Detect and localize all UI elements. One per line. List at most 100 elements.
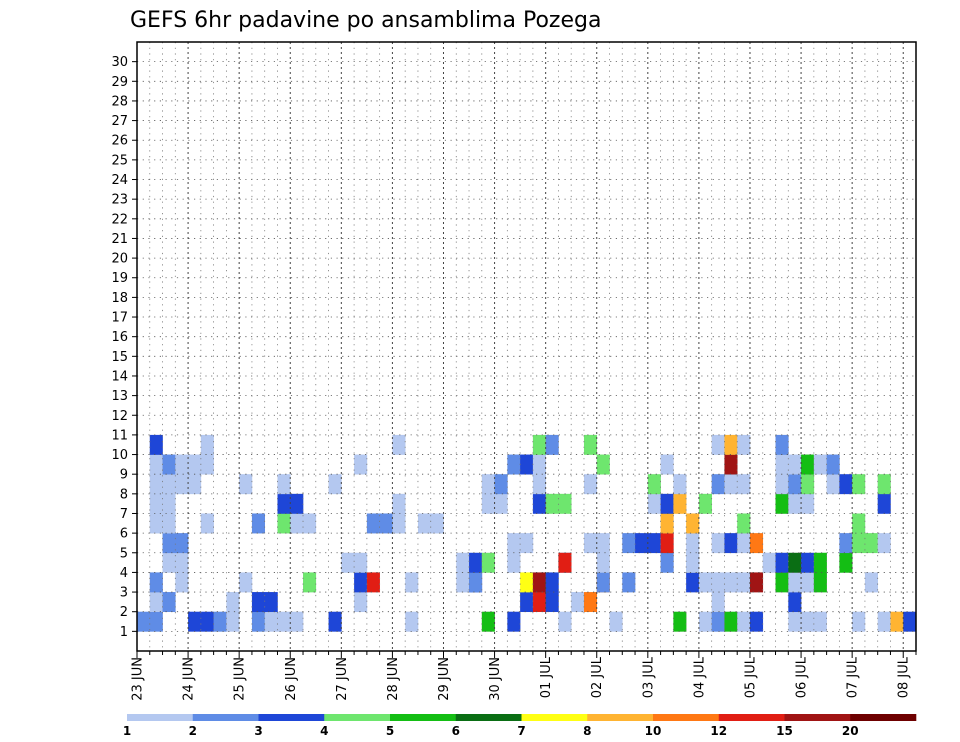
y-tick-label: 19 <box>111 271 128 286</box>
y-tick-label: 26 <box>111 134 128 149</box>
heatmap-cell <box>813 611 827 632</box>
colorbar-swatch <box>192 714 259 721</box>
heatmap-cell <box>277 474 291 495</box>
heatmap-cell <box>877 493 891 514</box>
heatmap-cell <box>507 454 521 475</box>
heatmap-cell <box>175 552 189 573</box>
plot-frame <box>136 41 917 652</box>
heatmap-cell <box>200 454 214 475</box>
heatmap-cell <box>877 474 891 495</box>
heatmap-cell <box>558 493 572 514</box>
heatmap-cell <box>162 474 176 495</box>
heatmap-cell <box>392 513 406 534</box>
y-tick-label: 5 <box>120 546 128 561</box>
heatmap-cell <box>507 533 521 554</box>
heatmap-cell <box>877 611 891 632</box>
colorbar: 1 2 3 4 5 6 7 8 10 12 15 20 <box>123 714 917 738</box>
heatmap-cell <box>469 572 483 593</box>
heatmap-cell <box>520 454 534 475</box>
heatmap-cell <box>149 474 163 495</box>
colorbar-label: 3 <box>254 724 262 738</box>
heatmap-cell <box>251 513 265 534</box>
heatmap-cell <box>801 493 815 514</box>
x-tick-label: 23 JUN <box>131 657 146 701</box>
heatmap-cell <box>596 454 610 475</box>
heatmap-cell <box>239 474 253 495</box>
heatmap-cell <box>801 572 815 593</box>
heatmap-cell <box>775 552 789 573</box>
heatmap-cell <box>469 552 483 573</box>
y-tick-label: 2 <box>120 605 128 620</box>
y-tick-label: 1 <box>120 625 128 640</box>
y-tick-label: 23 <box>111 193 128 208</box>
heatmap-cell <box>686 513 700 534</box>
heatmap-cell <box>775 572 789 593</box>
x-tick-label: 01 JUL <box>539 656 554 698</box>
heatmap-cell <box>149 513 163 534</box>
y-tick-label: 16 <box>111 330 128 345</box>
heatmap-cell <box>788 611 802 632</box>
heatmap-cell <box>813 454 827 475</box>
heatmap-cell <box>571 592 585 613</box>
heatmap-cell <box>839 533 853 554</box>
heatmap-cell <box>200 611 214 632</box>
heatmap-cell <box>162 454 176 475</box>
heatmap-cell <box>264 592 278 613</box>
heatmap-cell <box>583 434 598 455</box>
heatmap-cell <box>481 552 495 573</box>
heatmap-cell <box>507 552 521 573</box>
heatmap-cell <box>520 592 534 613</box>
chart-title: GEFS 6hr padavine po ansamblima Pozega <box>130 8 601 33</box>
y-axis: 1234567891011121314151617181920212223242… <box>111 55 137 640</box>
heatmap-cell <box>673 493 687 514</box>
heatmap-cell <box>277 611 291 632</box>
x-tick-label: 04 JUL <box>692 656 707 698</box>
heatmap-cell <box>456 572 470 593</box>
heatmap-cell <box>507 611 521 632</box>
heatmap-cell <box>826 474 840 495</box>
heatmap-cell <box>213 611 227 632</box>
heatmap-cell <box>788 454 802 475</box>
heatmap-cell <box>852 533 866 554</box>
heatmap-cell <box>328 611 342 632</box>
x-tick-label: 26 JUN <box>284 657 299 701</box>
heatmap-cell <box>724 572 738 593</box>
heatmap-cell <box>226 592 240 613</box>
heatmap-cell <box>162 552 176 573</box>
heatmap-cell <box>162 592 176 613</box>
heatmap-cell <box>354 552 368 573</box>
y-tick-label: 10 <box>111 448 128 463</box>
heatmap-cell <box>711 434 725 455</box>
heatmap-cell <box>711 533 725 554</box>
y-tick-label: 13 <box>111 389 128 404</box>
heatmap-cell <box>251 592 265 613</box>
heatmap-cell <box>545 592 559 613</box>
heatmap-cell <box>673 611 687 632</box>
heatmap-cell <box>162 533 176 554</box>
heatmap-cell <box>877 533 891 554</box>
colorbar-label: 1 <box>123 724 131 738</box>
heatmap-cell <box>188 474 202 495</box>
colorbar-label: 15 <box>776 724 793 738</box>
heatmap-cell <box>392 493 406 514</box>
heatmap-cell <box>801 454 815 475</box>
heatmap-cell <box>775 474 789 495</box>
colorbar-label: 2 <box>189 724 197 738</box>
heatmap-cell <box>583 533 598 554</box>
heatmap-cell <box>430 513 444 534</box>
y-tick-label: 11 <box>111 428 128 443</box>
colorbar-label: 5 <box>386 724 394 738</box>
heatmap-cell <box>724 474 738 495</box>
heatmap-cell <box>417 513 432 534</box>
x-tick-label: 29 JUN <box>437 657 452 701</box>
heatmap-cell <box>660 493 674 514</box>
heatmap-cell <box>890 611 904 632</box>
y-tick-label: 9 <box>120 468 128 483</box>
y-tick-label: 18 <box>111 291 128 306</box>
colorbar-swatch <box>521 714 588 721</box>
colorbar-label: 6 <box>452 724 460 738</box>
heatmap-cell <box>162 493 176 514</box>
x-tick-label: 28 JUN <box>386 657 401 701</box>
grid-lines <box>137 42 916 651</box>
heatmap-cell <box>532 454 546 475</box>
